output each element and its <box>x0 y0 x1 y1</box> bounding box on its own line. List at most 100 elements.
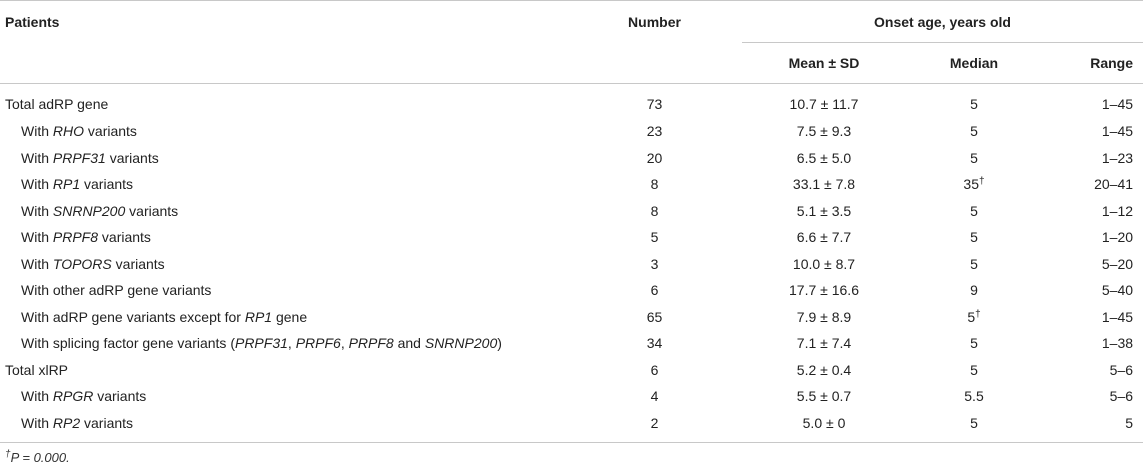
mean-sd-cell: 5.0 ± 0 <box>742 409 906 443</box>
mean-sd-cell: 33.1 ± 7.8 <box>742 171 906 198</box>
range-cell: 1–45 <box>1042 83 1143 118</box>
table-header: Patients Number Onset age, years old Mea… <box>0 0 1143 84</box>
patient-group-label: With adRP gene variants except for RP1 g… <box>0 304 567 331</box>
gene-name: SNRNP200 <box>424 335 498 352</box>
range-cell-value: 5–20 <box>1101 255 1134 272</box>
patient-group-label: With RHO variants <box>0 118 567 145</box>
median-cell-value: 5 <box>970 414 978 431</box>
label-text: variants <box>80 414 134 431</box>
range-cell-value: 20–41 <box>1094 176 1134 193</box>
median-header: Median <box>906 42 1042 84</box>
number-cell-value: 8 <box>650 202 659 219</box>
label-text: variants <box>111 255 165 272</box>
onset-age-table: Patients Number Onset age, years old Mea… <box>0 0 1143 443</box>
label-text: ) <box>497 335 502 352</box>
gene-name: PRPF6 <box>295 335 341 352</box>
patient-group-label: With TOPORS variants <box>0 251 567 278</box>
range-cell: 20–41 <box>1042 171 1143 198</box>
label-text: With <box>21 123 53 140</box>
number-cell: 23 <box>567 118 742 145</box>
mean-sd-cell: 5.1 ± 3.5 <box>742 198 906 225</box>
label-text: With <box>21 176 53 193</box>
median-cell-value: 5 <box>970 361 978 378</box>
table-row: With other adRP gene variants 6 17.7 ± 16.… <box>0 277 1143 304</box>
number-cell: 65 <box>567 304 742 331</box>
median-cell: 5 <box>906 198 1042 225</box>
number-cell: 6 <box>567 277 742 304</box>
label-text: With adRP gene variants except for <box>21 308 245 325</box>
number-cell-value: 4 <box>650 388 659 405</box>
number-cell: 20 <box>567 145 742 172</box>
footnote-text: P = 0.000. <box>10 449 70 465</box>
median-cell: 5 <box>906 224 1042 251</box>
label-text: With <box>21 202 53 219</box>
patient-group-label: With RP1 variants <box>0 171 567 198</box>
label-text: With splicing factor gene variants ( <box>21 335 235 352</box>
label-text: , <box>340 335 349 352</box>
median-cell: 5 <box>906 251 1042 278</box>
number-cell: 4 <box>567 383 742 410</box>
mean-sd-cell-value: 17.7 ± 16.6 <box>789 282 859 299</box>
gene-name: PRPF31 <box>52 149 106 166</box>
label-text: Total xlRP <box>5 361 69 378</box>
label-text: variants <box>98 229 151 246</box>
patient-group-label: Total xlRP <box>0 357 567 384</box>
median-cell: 5.5 <box>906 383 1042 410</box>
patient-group-label: With RPGR variants <box>0 383 567 410</box>
gene-name: PRPF8 <box>348 335 394 352</box>
significance-marker: † <box>979 176 985 188</box>
mean-sd-cell-value: 5.5 ± 0.7 <box>796 388 852 405</box>
number-cell: 8 <box>567 198 742 225</box>
mean-sd-cell: 6.5 ± 5.0 <box>742 145 906 172</box>
number-cell: 34 <box>567 330 742 357</box>
label-text: With <box>21 414 53 431</box>
mean-sd-cell-value: 5.0 ± 0 <box>802 414 846 431</box>
median-cell-value: 9 <box>970 282 978 299</box>
number-cell-value: 2 <box>650 414 659 431</box>
patient-group-label: Total adRP gene <box>0 83 567 118</box>
patient-group-label: With PRPF31 variants <box>0 145 567 172</box>
mean-sd-cell-value: 6.6 ± 7.7 <box>796 229 852 246</box>
median-cell: 5† <box>906 304 1042 331</box>
mean-sd-cell-value: 10.7 ± 11.7 <box>789 96 859 112</box>
mean-sd-cell-value: 7.1 ± 7.4 <box>796 335 852 352</box>
table-row: With RP2 variants 2 5.0 ± 0 5 5 <box>0 409 1143 443</box>
gene-name: RHO <box>52 123 85 140</box>
table-row: With PRPF31 variants 20 6.5 ± 5.0 5 1–23 <box>0 145 1143 172</box>
onset-age-header: Onset age, years old <box>742 0 1143 43</box>
mean-sd-cell-value: 7.5 ± 9.3 <box>796 123 852 140</box>
median-cell-value: 5 <box>970 202 978 219</box>
range-cell: 1–12 <box>1042 198 1143 225</box>
median-cell-value: 5.5 <box>964 388 984 405</box>
label-text: variants <box>93 388 147 405</box>
mean-sd-cell-value: 5.1 ± 3.5 <box>796 202 852 219</box>
range-cell-value: 1–38 <box>1101 335 1134 352</box>
median-cell: 9 <box>906 277 1042 304</box>
gene-name: SNRNP200 <box>52 202 126 219</box>
range-cell: 5–6 <box>1042 383 1143 410</box>
mean-sd-cell: 7.5 ± 9.3 <box>742 118 906 145</box>
range-cell-value: 1–45 <box>1101 308 1134 325</box>
range-cell-value: 1–45 <box>1101 123 1134 140</box>
table-row: With RPGR variants 4 5.5 ± 0.7 5.5 5–6 <box>0 383 1143 410</box>
range-cell-value: 1–20 <box>1101 229 1134 246</box>
label-text: With <box>21 149 53 166</box>
median-cell: 5 <box>906 357 1042 384</box>
number-cell-value: 5 <box>650 229 659 246</box>
significance-marker: † <box>975 308 981 320</box>
patient-group-label: With other adRP gene variants <box>0 277 567 304</box>
label-text: and <box>393 335 425 352</box>
range-cell: 1–20 <box>1042 224 1143 251</box>
footnote: †P = 0.000. <box>0 449 1143 465</box>
label-text: With <box>21 229 53 246</box>
median-cell: 5 <box>906 83 1042 118</box>
range-cell: 5–6 <box>1042 357 1143 384</box>
number-cell: 73 <box>567 83 742 118</box>
median-cell-value: 5 <box>970 229 978 246</box>
range-cell: 1–45 <box>1042 118 1143 145</box>
number-cell-value: 65 <box>646 308 663 325</box>
range-cell-value: 1–45 <box>1101 96 1134 112</box>
number-cell-value: 34 <box>646 335 663 352</box>
median-cell: 5 <box>906 409 1042 443</box>
range-cell: 5 <box>1042 409 1143 443</box>
